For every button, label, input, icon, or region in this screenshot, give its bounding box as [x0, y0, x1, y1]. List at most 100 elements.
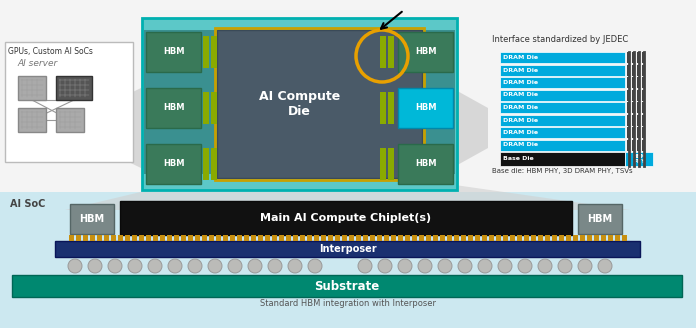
Text: DRAM Die: DRAM Die: [503, 92, 538, 97]
Text: DRAM Die: DRAM Die: [503, 117, 538, 122]
Bar: [111, 235, 116, 241]
Polygon shape: [100, 88, 141, 168]
Text: DRAM Die: DRAM Die: [503, 55, 538, 60]
Bar: [142, 18, 457, 190]
Bar: [627, 114, 630, 126]
Bar: [447, 235, 452, 241]
Bar: [398, 88, 453, 128]
Bar: [328, 235, 333, 241]
Bar: [489, 235, 493, 241]
Bar: [211, 148, 217, 180]
Bar: [216, 235, 221, 241]
Bar: [503, 235, 507, 241]
Text: HBM
PHY: HBM PHY: [632, 154, 646, 164]
Circle shape: [208, 259, 222, 273]
Bar: [500, 114, 625, 126]
Bar: [397, 235, 402, 241]
Circle shape: [518, 259, 532, 273]
Bar: [187, 235, 193, 241]
Bar: [380, 92, 386, 124]
Bar: [306, 235, 312, 241]
Circle shape: [68, 259, 82, 273]
Bar: [159, 235, 164, 241]
Bar: [313, 235, 319, 241]
Bar: [482, 235, 487, 241]
Bar: [217, 30, 422, 178]
Bar: [56, 76, 92, 100]
Bar: [625, 152, 653, 166]
Bar: [223, 235, 228, 241]
Bar: [0, 0, 696, 192]
Bar: [194, 235, 200, 241]
Bar: [271, 235, 276, 241]
Bar: [132, 235, 136, 241]
Bar: [251, 235, 255, 241]
Bar: [578, 204, 622, 234]
Text: DRAM Die: DRAM Die: [503, 105, 538, 110]
Circle shape: [358, 259, 372, 273]
Bar: [637, 52, 640, 63]
Bar: [642, 114, 645, 126]
Bar: [627, 52, 630, 63]
Bar: [120, 201, 572, 235]
Text: Main AI Compute Chiplet(s): Main AI Compute Chiplet(s): [260, 213, 432, 223]
Text: HBM: HBM: [415, 159, 436, 169]
Bar: [370, 235, 374, 241]
Text: Standard HBM integration with Interposer: Standard HBM integration with Interposer: [260, 298, 436, 308]
Text: HBM: HBM: [415, 104, 436, 113]
Bar: [500, 139, 625, 151]
Bar: [587, 235, 592, 241]
Bar: [551, 235, 557, 241]
Bar: [516, 235, 521, 241]
Text: DRAM Die: DRAM Die: [503, 142, 538, 148]
Bar: [382, 30, 455, 78]
Bar: [642, 90, 645, 100]
Bar: [627, 90, 630, 100]
Bar: [637, 139, 640, 151]
Bar: [56, 108, 84, 132]
Bar: [118, 235, 122, 241]
Bar: [622, 235, 626, 241]
Bar: [380, 148, 386, 180]
Circle shape: [188, 259, 202, 273]
Bar: [627, 77, 630, 88]
Circle shape: [148, 259, 162, 273]
Bar: [380, 36, 386, 68]
Circle shape: [598, 259, 612, 273]
Bar: [209, 235, 214, 241]
Bar: [104, 235, 109, 241]
Bar: [509, 235, 514, 241]
Bar: [500, 77, 625, 88]
Bar: [349, 235, 354, 241]
Bar: [425, 235, 431, 241]
Bar: [335, 235, 340, 241]
Bar: [500, 65, 625, 75]
Text: HBM: HBM: [79, 214, 104, 224]
Bar: [342, 235, 347, 241]
Circle shape: [268, 259, 282, 273]
Bar: [411, 235, 416, 241]
Text: Substrate: Substrate: [315, 279, 379, 293]
Bar: [632, 52, 635, 63]
Bar: [180, 235, 186, 241]
Bar: [215, 28, 424, 180]
Bar: [382, 78, 455, 126]
Bar: [637, 127, 640, 138]
Bar: [18, 76, 46, 100]
Bar: [627, 127, 630, 138]
Bar: [377, 235, 381, 241]
Bar: [356, 235, 361, 241]
Bar: [145, 235, 150, 241]
Text: DRAM Die: DRAM Die: [503, 68, 538, 72]
Bar: [601, 235, 606, 241]
Bar: [299, 235, 305, 241]
Circle shape: [558, 259, 572, 273]
Bar: [203, 92, 209, 124]
Bar: [642, 52, 645, 63]
Bar: [363, 235, 367, 241]
Bar: [90, 235, 95, 241]
Bar: [285, 235, 290, 241]
Bar: [237, 235, 242, 241]
Bar: [496, 235, 500, 241]
Bar: [468, 235, 473, 241]
